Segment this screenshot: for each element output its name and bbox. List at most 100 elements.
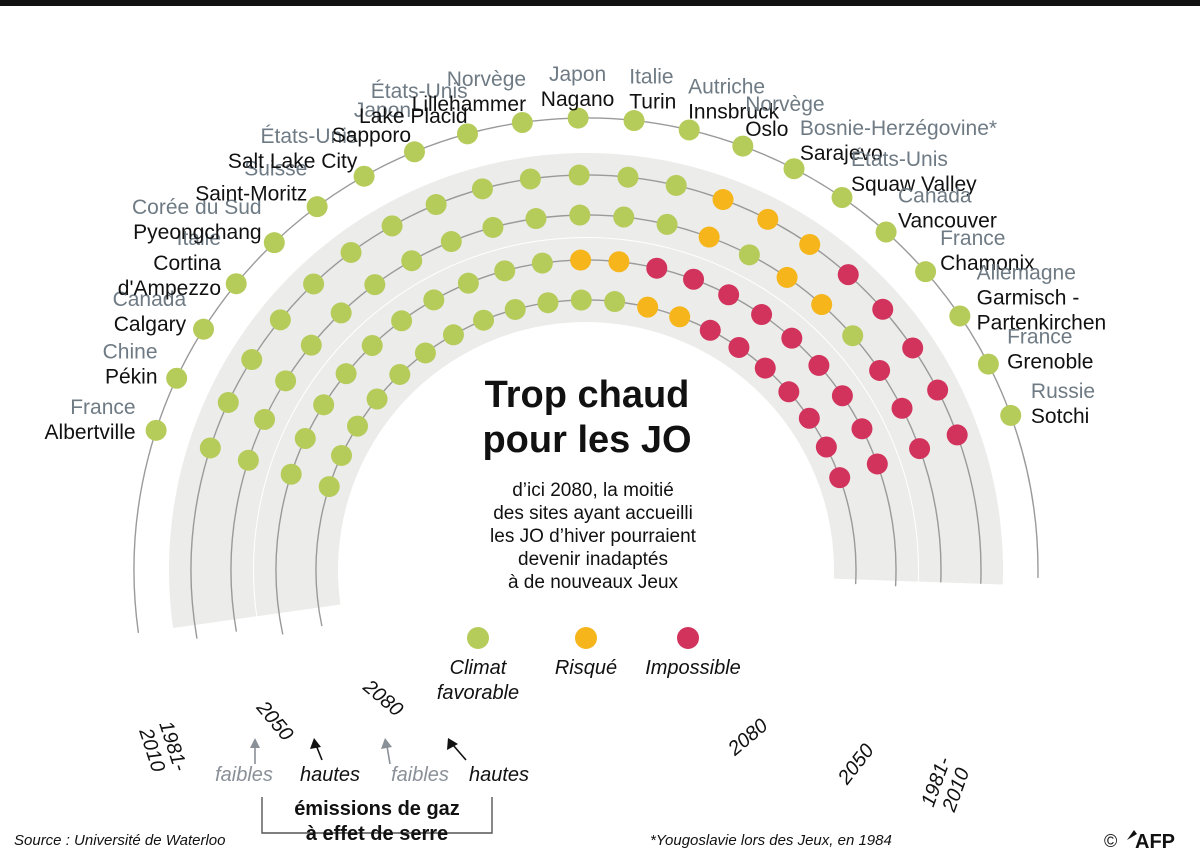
- dot-r2050_low-3: [300, 334, 322, 356]
- site-city-18-1: Partenkirchen: [977, 312, 1107, 335]
- dot-r2050_low-8: [482, 216, 504, 238]
- site-city-1: Pékin: [105, 366, 158, 389]
- dot-r2080_low-3: [366, 388, 388, 410]
- dot-r2050_high-8: [471, 178, 493, 200]
- dot-r2080_low-0: [318, 476, 340, 498]
- legend-risque-swatch: [575, 627, 597, 649]
- site-city-0: Albertville: [45, 421, 136, 444]
- dot-r2050_low-18: [869, 359, 891, 381]
- site-country-7: Japon: [354, 99, 411, 122]
- dot-r2050_high-17: [872, 298, 894, 320]
- band-2080: [253, 237, 918, 617]
- site-country-5: Suisse: [244, 158, 307, 181]
- site-country-1: Chine: [103, 341, 158, 364]
- dot-r2050_high-16: [837, 264, 859, 286]
- afp-logo: AFP: [1127, 830, 1175, 853]
- site-country-0: France: [70, 396, 135, 419]
- legend-favorable-line-2: favorable: [437, 682, 519, 704]
- site-country-16: Canada: [898, 185, 972, 208]
- dot-r2080_high-9: [531, 252, 553, 274]
- dot-r2080_high-14: [718, 284, 740, 306]
- dot-r2080_high-2: [313, 394, 335, 416]
- site-city-2: Calgary: [114, 313, 187, 336]
- emission-low-2080: faibles: [391, 764, 449, 786]
- emissions-title-line-2: à effet de serre: [306, 823, 448, 845]
- legend-risque-label: Risqué: [555, 657, 617, 679]
- site-country-15: États-Unis: [851, 148, 948, 171]
- dot-r2050_low-1: [254, 408, 276, 430]
- dot-r2080_low-10: [570, 289, 592, 311]
- dot-r2050_high-3: [269, 309, 291, 331]
- site-country-2: Canada: [113, 288, 187, 311]
- dot-r2050_low-5: [364, 274, 386, 296]
- dot-r1981_2010-5: [306, 196, 328, 218]
- dot-r2050_low-19: [891, 397, 913, 419]
- emission-arrows: [250, 738, 467, 765]
- dot-r2050_low-12: [656, 213, 678, 235]
- site-city-14: Sarajevo: [800, 142, 883, 165]
- site-city-7: Sapporo: [332, 124, 411, 147]
- description-line-1: d’ici 2080, la moitié: [512, 480, 674, 501]
- dot-r2080_high-10: [570, 249, 592, 271]
- dot-r2080_high-19: [851, 418, 873, 440]
- dot-r2050_high-10: [568, 164, 590, 186]
- dot-r2050_low-14: [738, 244, 760, 266]
- title-line-2: pour les JO: [482, 419, 691, 461]
- dot-r2080_low-2: [347, 415, 369, 437]
- dot-r2080_low-7: [473, 309, 495, 331]
- site-country-18: Allemagne: [977, 262, 1076, 285]
- dot-r2080_low-20: [829, 467, 851, 489]
- dot-r2050_low-11: [613, 206, 635, 228]
- emissions-title-line-1: émissions de gaz: [294, 798, 460, 820]
- legend-favorable-line-1: Climat: [450, 657, 508, 679]
- ring-label-2050-left: 2050: [251, 696, 297, 745]
- emissions-bracket: [261, 797, 493, 834]
- dot-r2050_high-2: [241, 349, 263, 371]
- dot-r2050_high-9: [519, 168, 541, 190]
- dot-r1981_2010-14: [783, 158, 805, 180]
- dot-r2080_high-12: [646, 257, 668, 279]
- dot-r2080_high-8: [494, 260, 516, 282]
- copyright-symbol: ©: [1104, 831, 1117, 851]
- ring-label-2080-right: 2080: [723, 715, 772, 761]
- dot-r1981_2010-15: [831, 186, 853, 208]
- title-line-1: Trop chaud: [485, 374, 690, 416]
- dot-r2050_low-15: [776, 266, 798, 288]
- dot-r1981_2010-9: [511, 112, 533, 134]
- ring-label-2050-right: 2050: [833, 740, 878, 789]
- site-country-20: Russie: [1031, 380, 1095, 403]
- arc-1981-2010: [133, 117, 1039, 634]
- dot-r2080_high-13: [683, 268, 705, 290]
- dot-r2050_high-18: [902, 337, 924, 359]
- site-country-12: Autriche: [688, 76, 765, 99]
- site-city-17: Chamonix: [940, 252, 1035, 275]
- dot-r1981_2010-8: [456, 123, 478, 145]
- dot-r2080_low-5: [414, 342, 436, 364]
- dot-r1981_2010-16: [875, 221, 897, 243]
- description-line-4: devenir inadaptés: [518, 549, 668, 570]
- legend-impossible-label: Impossible: [645, 657, 741, 679]
- dot-r2080_high-18: [831, 385, 853, 407]
- dot-r2080_low-8: [504, 298, 526, 320]
- emission-high-2080: hautes: [469, 764, 529, 786]
- dot-r2050_low-7: [440, 231, 462, 253]
- site-city-19: Grenoble: [1007, 350, 1093, 373]
- site-city-11: Turin: [629, 91, 676, 114]
- dot-r2050_low-13: [698, 226, 720, 248]
- dot-r1981_2010-20: [1000, 404, 1022, 426]
- dot-r2080_low-1: [330, 444, 352, 466]
- site-country-17: France: [940, 227, 1005, 250]
- dot-r2080_high-4: [361, 335, 383, 357]
- dot-r1981_2010-18: [949, 305, 971, 327]
- dot-r2050_low-9: [525, 208, 547, 230]
- site-city-6: Salt Lake City: [228, 150, 358, 173]
- site-country-19: France: [1007, 325, 1072, 348]
- dot-r2080_low-11: [604, 291, 626, 313]
- source-note: Source : Université de Waterloo: [14, 832, 226, 849]
- dot-r2080_high-11: [608, 251, 630, 273]
- dot-r1981_2010-1: [166, 367, 188, 389]
- site-city-8: Lake Placid: [359, 105, 468, 128]
- dot-r1981_2010-10: [567, 107, 589, 129]
- site-country-11: Italie: [629, 66, 673, 89]
